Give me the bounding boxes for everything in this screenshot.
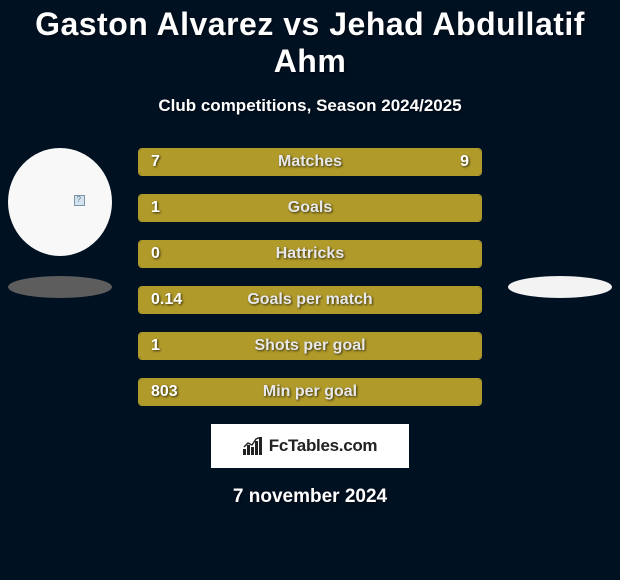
stat-bar: Hattricks0 (138, 240, 482, 268)
stat-bar: Matches7 9 (138, 148, 482, 176)
comparison-content: Matches79Goals1Hattricks0Goals per match… (0, 148, 620, 508)
bar-label: Hattricks (139, 241, 481, 267)
watermark-text: FcTables.com (269, 436, 378, 456)
stat-bar: Goals per match0.14 (138, 286, 482, 314)
fctables-logo-icon (243, 437, 263, 455)
bar-value-left: 0.14 (151, 287, 182, 313)
stat-bars: Matches79Goals1Hattricks0Goals per match… (138, 148, 482, 406)
player-right-shadow (508, 276, 612, 298)
stat-bar: Shots per goal1 (138, 332, 482, 360)
bar-value-right: 9 (460, 149, 469, 175)
stat-bar: Min per goal803 (138, 378, 482, 406)
bar-value-left: 0 (151, 241, 160, 267)
bar-value-left: 1 (151, 333, 160, 359)
player-left-shadow (8, 276, 112, 298)
stat-bar: Goals1 (138, 194, 482, 222)
player-right-col (508, 148, 612, 298)
bar-label: Goals (139, 195, 481, 221)
bar-value-left: 803 (151, 379, 178, 405)
bar-label: Min per goal (139, 379, 481, 405)
date-label: 7 november 2024 (0, 486, 620, 508)
bar-label: Matches (139, 149, 481, 175)
broken-image-icon (74, 195, 85, 206)
player-left-avatar (8, 148, 112, 256)
bar-value-left: 7 (151, 149, 160, 175)
page-title: Gaston Alvarez vs Jehad Abdullatif Ahm (0, 0, 620, 80)
watermark: FcTables.com (211, 424, 409, 468)
bar-label: Goals per match (139, 287, 481, 313)
bar-label: Shots per goal (139, 333, 481, 359)
subtitle: Club competitions, Season 2024/2025 (0, 96, 620, 116)
bar-value-left: 1 (151, 195, 160, 221)
player-left-col (8, 148, 112, 298)
